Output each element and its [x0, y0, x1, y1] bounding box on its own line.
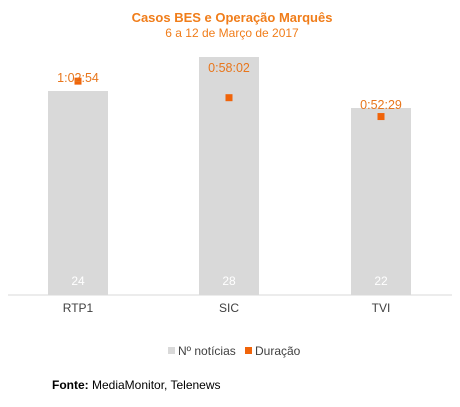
category-label: RTP1: [63, 301, 94, 315]
legend: Nº notícias Duração: [168, 344, 301, 358]
source-note: Fonte: MediaMonitor, Telenews: [52, 378, 221, 392]
duration-label: 1:02:54: [57, 71, 99, 85]
duration-point: [225, 94, 233, 102]
legend-label-duration: Duração: [255, 344, 301, 358]
bar-tvi: [351, 108, 411, 295]
legend-swatch-bar: [168, 347, 175, 354]
bar-value-label: 28: [222, 274, 236, 288]
bar-rtp1: [48, 91, 108, 295]
source-label: Fonte:: [52, 378, 89, 392]
bar-value-label: 22: [374, 274, 388, 288]
legend-swatch-duration: [245, 347, 252, 354]
category-label: TVI: [372, 301, 391, 315]
duration-point: [377, 113, 385, 121]
bars-group: 24 1:02:54 RTP1 28 0:58:02 SIC 22 0:52:29 TVI: [48, 57, 411, 315]
bar-value-label: 24: [71, 274, 85, 288]
duration-label: 0:52:29: [360, 98, 402, 112]
chart-subtitle: 6 a 12 de Março de 2017: [165, 26, 299, 40]
category-label: SIC: [219, 301, 239, 315]
duration-label: 0:58:02: [208, 61, 250, 75]
legend-label-bar: Nº notícias: [178, 344, 236, 358]
duration-point: [74, 77, 82, 85]
bar-sic: [199, 57, 259, 295]
source-text: MediaMonitor, Telenews: [92, 378, 221, 392]
chart-title: Casos BES e Operação Marquês: [132, 10, 333, 25]
